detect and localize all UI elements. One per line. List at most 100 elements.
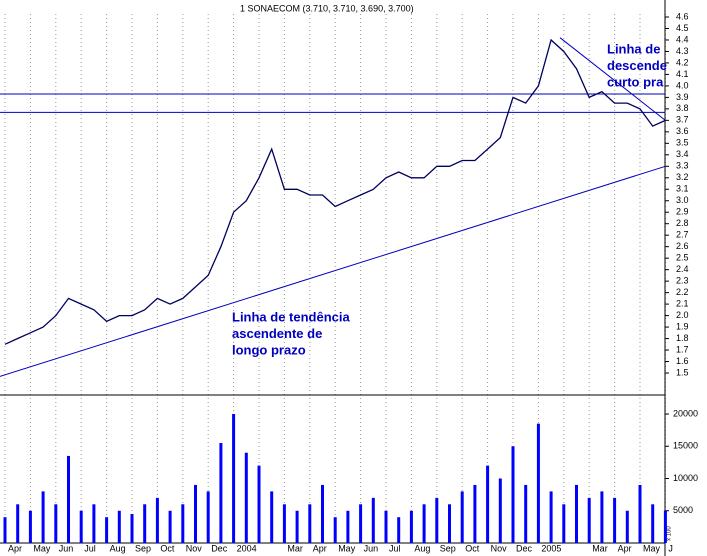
x-tick-label: 2005 <box>541 543 561 553</box>
y-tick-label: 2.6 <box>676 241 689 251</box>
x-tick-label: J <box>668 543 673 553</box>
y-tick-label: 1.5 <box>676 367 689 377</box>
volume-bar <box>67 455 70 543</box>
volume-bar <box>371 497 375 543</box>
volume-bar <box>92 504 96 543</box>
x-tick-label: 2004 <box>237 543 257 553</box>
x-tick-label: Mar <box>592 543 608 553</box>
volume-bar <box>600 491 604 543</box>
y-tick-label: 4.2 <box>676 57 689 67</box>
y-tick-label: 1.9 <box>676 321 689 331</box>
x-tick-label: May <box>643 543 661 553</box>
volume-bar <box>562 504 566 543</box>
volume-bar <box>448 504 451 543</box>
x-tick-label: Nov <box>491 543 508 553</box>
volume-bar <box>460 491 464 543</box>
volume-unit: x 100 <box>667 526 673 541</box>
x-tick-label: Nov <box>186 543 203 553</box>
annotation: curto pra <box>607 74 664 89</box>
x-tick-label: Jun <box>59 543 74 553</box>
volume-bar <box>575 484 578 543</box>
volume-bar <box>397 517 401 543</box>
y-tick-label: 4.5 <box>676 23 689 33</box>
x-tick-label: Jul <box>84 543 96 553</box>
x-tick-label: Oct <box>160 543 175 553</box>
volume-bar <box>117 510 121 543</box>
volume-bar <box>143 504 147 543</box>
y-tick-label: 3.5 <box>676 138 689 148</box>
annotation: ascendente de <box>232 326 322 341</box>
annotation: descende <box>607 58 667 73</box>
y-tick-label: 3.2 <box>676 172 689 182</box>
x-tick-label: Apr <box>618 543 632 553</box>
volume-bar <box>3 517 7 543</box>
y-tick-label: 4.6 <box>676 11 689 21</box>
volume-bar <box>549 491 553 543</box>
volume-bar <box>638 484 642 543</box>
x-tick-label: Apr <box>313 543 327 553</box>
y-tick-label: 3.8 <box>676 103 689 113</box>
chart-title: 1 SONAECOM (3.710, 3.710, 3.690, 3.700) <box>240 3 414 13</box>
volume-bar <box>511 446 515 543</box>
volume-bar <box>28 510 32 543</box>
y-tick-label: 3.9 <box>676 92 689 102</box>
y-tick-label: 3.0 <box>676 195 689 205</box>
volume-bar <box>435 497 439 543</box>
volume-bar <box>54 504 58 543</box>
y-tick-label: 3.1 <box>676 184 689 194</box>
x-tick-label: Jun <box>364 543 379 553</box>
volume-bar <box>244 452 248 543</box>
x-tick-label: Mar <box>287 543 303 553</box>
volume-bar <box>79 510 83 543</box>
y2-tick-label: 5000 <box>673 505 693 515</box>
x-tick-label: Sep <box>440 543 456 553</box>
annotation: longo prazo <box>232 342 306 357</box>
x-tick-label: Dec <box>211 543 228 553</box>
volume-bar <box>333 517 337 543</box>
volume-bar <box>346 510 350 543</box>
x-tick-label: Sep <box>135 543 151 553</box>
y-tick-label: 2.5 <box>676 253 689 263</box>
volume-bar <box>105 517 109 543</box>
y-tick-label: 4.3 <box>676 46 689 56</box>
volume-bar <box>384 510 388 543</box>
y-tick-label: 2.4 <box>676 264 689 274</box>
y-tick-label: 1.8 <box>676 333 689 343</box>
price-line <box>4 38 666 345</box>
y-tick-label: 4.0 <box>676 80 689 90</box>
y-tick-label: 1.6 <box>676 356 689 366</box>
volume-bar <box>536 423 540 543</box>
volume-bar <box>270 491 274 543</box>
x-tick-label: May <box>338 543 356 553</box>
y-tick-label: 1.7 <box>676 344 689 354</box>
volume-bar <box>524 484 528 543</box>
volume-bar <box>295 510 299 543</box>
volume-bar <box>168 510 172 543</box>
x-tick-label: Apr <box>8 543 22 553</box>
volume-bar <box>232 414 236 543</box>
y-tick-label: 4.1 <box>676 69 689 79</box>
volume-bar <box>282 504 286 543</box>
y-tick-label: 2.0 <box>676 310 689 320</box>
y2-tick-label: 15000 <box>673 441 698 451</box>
y-tick-label: 2.7 <box>676 230 689 240</box>
volume-bar <box>663 510 667 543</box>
volume-bar <box>359 504 363 543</box>
volume-bar <box>219 443 223 543</box>
volume-bar <box>155 497 159 543</box>
volume-bar <box>613 497 617 543</box>
x-tick-label: Dec <box>516 543 533 553</box>
y-tick-label: 2.9 <box>676 207 689 217</box>
y-tick-label: 3.3 <box>676 161 689 171</box>
y-tick-label: 2.1 <box>676 298 689 308</box>
volume-bar <box>130 513 134 543</box>
x-tick-label: Aug <box>110 543 126 553</box>
y2-tick-label: 20000 <box>673 408 698 418</box>
x-tick-label: Jul <box>389 543 401 553</box>
volume-bar <box>422 504 426 543</box>
y-tick-label: 2.8 <box>676 218 689 228</box>
volume-bar <box>206 491 210 543</box>
volume-bar <box>308 504 312 543</box>
volume-bar <box>498 478 502 543</box>
